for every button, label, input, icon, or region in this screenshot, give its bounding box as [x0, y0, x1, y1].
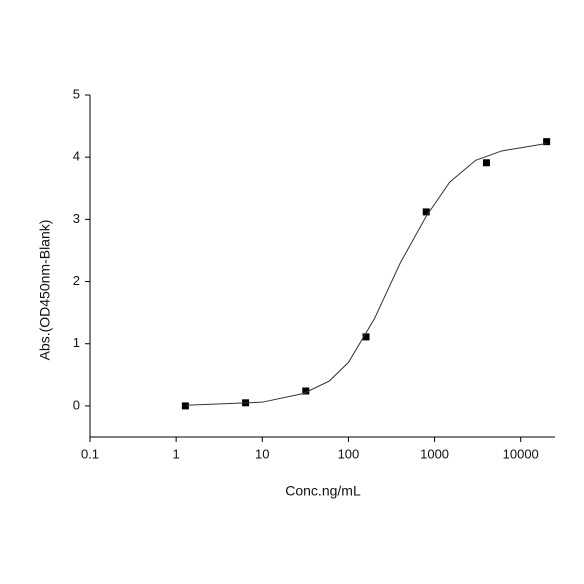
fit-curve [185, 143, 547, 406]
data-point [543, 138, 551, 146]
x-tick-label: 10000 [503, 446, 539, 461]
x-axis-label: Conc.ng/mL [285, 483, 361, 499]
y-tick-label: 4 [73, 149, 80, 164]
data-point [362, 333, 370, 341]
y-tick-label: 5 [73, 86, 80, 101]
x-tick-label: 0.1 [81, 446, 99, 461]
y-tick-label: 2 [73, 273, 80, 288]
y-axis-label: Abs.(OD450nm-Blank) [37, 220, 53, 361]
y-tick-label: 1 [73, 335, 80, 350]
data-point [422, 208, 430, 216]
data-point [482, 159, 490, 167]
x-tick-label: 10 [255, 446, 269, 461]
x-tick-label: 1 [173, 446, 180, 461]
x-tick-label: 100 [338, 446, 360, 461]
data-point [302, 387, 310, 395]
x-tick-label: 1000 [420, 446, 449, 461]
y-tick-label: 0 [73, 397, 80, 412]
data-point [181, 402, 189, 410]
y-tick-label: 3 [73, 211, 80, 226]
